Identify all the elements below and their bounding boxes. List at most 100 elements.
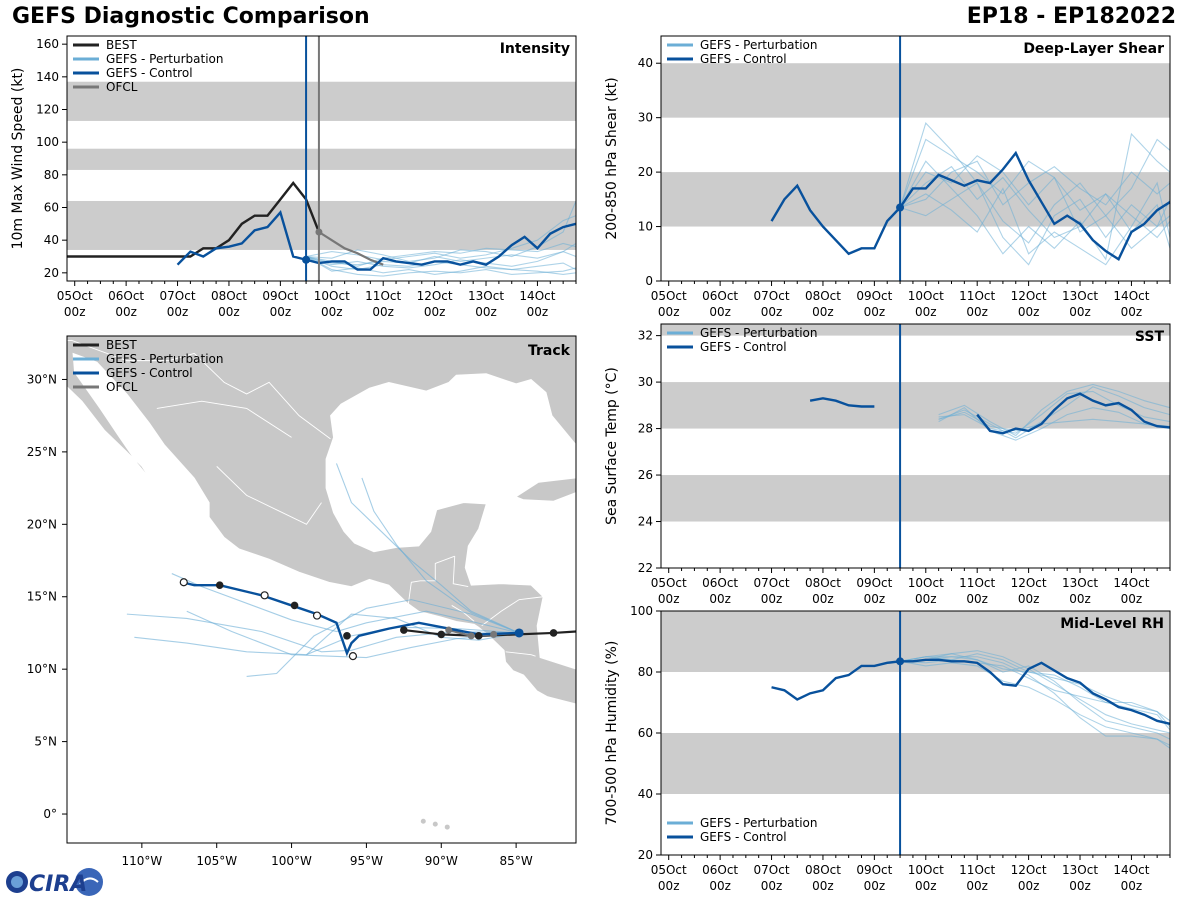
perturbation-line <box>900 650 1171 734</box>
x-tick-date: 13Oct <box>1062 863 1098 877</box>
y-axis-label: 10m Max Wind Speed (kt) <box>10 68 26 250</box>
x-tick-date: 07Oct <box>754 576 790 590</box>
x-tick-hour: 00z <box>966 305 988 319</box>
ofcl-track-point <box>348 652 358 661</box>
x-tick-hour: 00z <box>115 305 137 319</box>
y-tick-label: 80 <box>44 168 59 182</box>
x-tick-hour: 00z <box>761 879 783 893</box>
perturbation-line <box>899 181 1171 266</box>
shaded-band <box>67 148 576 170</box>
control-line <box>176 209 577 271</box>
y-tick-label: 140 <box>36 70 59 84</box>
state-border <box>481 596 544 627</box>
best-track-point <box>290 601 299 610</box>
x-tick-date: 14Oct <box>1113 863 1149 877</box>
logo-swirl-icon <box>79 877 99 885</box>
x-tick-hour: 00z <box>812 592 834 606</box>
perturbation-line <box>899 160 1171 209</box>
x-tick-date: 09Oct <box>856 576 892 590</box>
x-tick-hour: 00z <box>1069 879 1091 893</box>
state-border <box>67 339 331 440</box>
x-tick-hour: 00z <box>658 879 680 893</box>
perturbation-track <box>361 477 520 634</box>
x-tick-date: 08Oct <box>805 863 841 877</box>
perturbation-line <box>899 122 1171 266</box>
lat-tick-label: 5°N <box>34 735 57 749</box>
ofcl-track-point <box>312 611 322 620</box>
shaded-band <box>661 733 1170 794</box>
x-tick-date: 10Oct <box>908 863 944 877</box>
x-tick-hour: 00z <box>658 305 680 319</box>
legend-label: OFCL <box>106 80 138 94</box>
lon-tick-label: 90°W <box>425 854 458 868</box>
ofcl-initial-point <box>315 228 323 236</box>
ofcl-line <box>318 231 384 266</box>
x-tick-hour: 00z <box>372 305 394 319</box>
control-line <box>809 397 875 408</box>
y-tick-label: 20 <box>638 848 653 862</box>
x-tick-hour: 00z <box>709 592 731 606</box>
perturbation-line <box>305 256 577 277</box>
x-tick-date: 13Oct <box>1062 289 1098 303</box>
legend-label: GEFS - Control <box>106 66 193 80</box>
lon-tick-label: 95°W <box>350 854 383 868</box>
control-line <box>770 150 1171 261</box>
control-initial-point <box>896 657 905 666</box>
lon-tick-label: 110°W <box>121 854 162 868</box>
shaded-band <box>661 475 1170 522</box>
y-tick-label: 26 <box>638 468 653 482</box>
x-tick-hour: 00z <box>864 879 886 893</box>
x-tick-hour: 00z <box>915 879 937 893</box>
x-tick-hour: 00z <box>321 305 343 319</box>
x-tick-date: 11Oct <box>959 289 995 303</box>
x-tick-hour: 00z <box>709 305 731 319</box>
perturbation-line <box>938 386 1171 439</box>
x-tick-hour: 00z <box>1018 305 1040 319</box>
shaded-band <box>661 324 1170 336</box>
y-tick-label: 10 <box>638 220 653 234</box>
x-tick-hour: 00z <box>1018 879 1040 893</box>
x-tick-hour: 00z <box>761 592 783 606</box>
y-tick-label: 120 <box>36 103 59 117</box>
lon-tick-label: 100°W <box>271 854 312 868</box>
land-cuba <box>515 477 576 502</box>
perturbation-line <box>899 660 1171 746</box>
best-track-point <box>437 630 446 639</box>
perturbation-line <box>899 182 1171 250</box>
x-tick-hour: 00z <box>64 305 86 319</box>
x-tick-hour: 00z <box>915 592 937 606</box>
legend-label: BEST <box>106 338 137 352</box>
x-tick-date: 14Oct <box>1113 289 1149 303</box>
best-track-point <box>474 632 483 640</box>
x-tick-hour: 00z <box>1121 879 1143 893</box>
x-tick-date: 14Oct <box>519 289 555 303</box>
y-tick-label: 100 <box>36 135 59 149</box>
legend-label: GEFS - Perturbation <box>700 326 817 340</box>
legend-label: BEST <box>106 38 137 52</box>
lat-tick-label: 30°N <box>27 372 57 386</box>
y-tick-label: 0 <box>645 274 653 288</box>
control-line <box>976 392 1171 435</box>
x-tick-date: 06Oct <box>108 289 144 303</box>
x-tick-date: 14Oct <box>1113 576 1149 590</box>
lat-tick-label: 0° <box>43 807 57 821</box>
x-tick-date: 08Oct <box>805 289 841 303</box>
land-galapagos <box>420 818 426 824</box>
y-tick-label: 160 <box>36 37 59 51</box>
panel-title: SST <box>1135 329 1165 345</box>
state-border <box>505 651 536 657</box>
perturbation-track <box>306 613 520 656</box>
x-tick-date: 12Oct <box>1011 576 1047 590</box>
x-tick-date: 10Oct <box>908 576 944 590</box>
x-tick-date: 10Oct <box>314 289 350 303</box>
x-tick-hour: 00z <box>812 879 834 893</box>
perturbation-line <box>899 656 1171 731</box>
y-tick-label: 24 <box>638 515 653 529</box>
panel-title: Intensity <box>500 41 570 57</box>
x-tick-date: 07Oct <box>160 289 196 303</box>
x-tick-hour: 00z <box>527 305 549 319</box>
x-tick-hour: 00z <box>812 305 834 319</box>
panel-title: Deep-Layer Shear <box>1023 41 1164 57</box>
